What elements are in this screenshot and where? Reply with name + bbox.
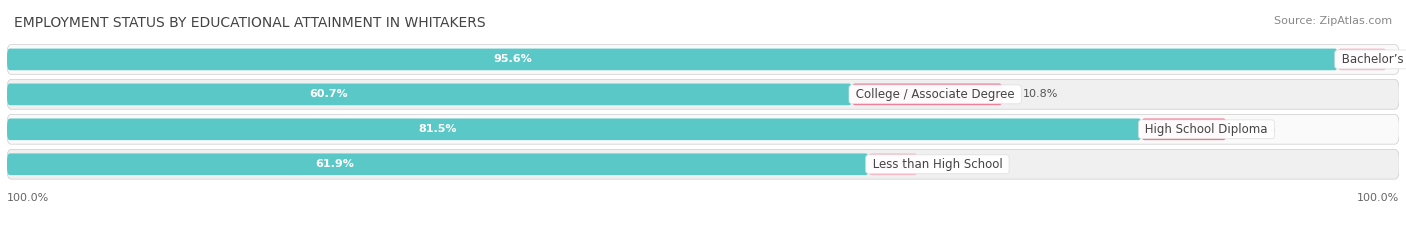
Text: 10.8%: 10.8%	[1024, 89, 1059, 99]
Text: 6.1%: 6.1%	[1247, 124, 1275, 134]
FancyBboxPatch shape	[7, 114, 1399, 144]
FancyBboxPatch shape	[852, 84, 1002, 105]
Text: EMPLOYMENT STATUS BY EDUCATIONAL ATTAINMENT IN WHITAKERS: EMPLOYMENT STATUS BY EDUCATIONAL ATTAINM…	[14, 16, 485, 30]
Text: 100.0%: 100.0%	[1357, 193, 1399, 203]
Legend: In Labor Force, Unemployed: In Labor Force, Unemployed	[599, 230, 807, 233]
FancyBboxPatch shape	[7, 149, 1399, 179]
Text: 95.6%: 95.6%	[494, 55, 531, 64]
FancyBboxPatch shape	[7, 118, 1142, 140]
Text: 100.0%: 100.0%	[7, 193, 49, 203]
Text: College / Associate Degree: College / Associate Degree	[852, 88, 1018, 101]
Text: 60.7%: 60.7%	[309, 89, 347, 99]
Text: Bachelor’s Degree or higher: Bachelor’s Degree or higher	[1337, 53, 1406, 66]
FancyBboxPatch shape	[7, 84, 852, 105]
Text: Less than High School: Less than High School	[869, 158, 1007, 171]
Text: 81.5%: 81.5%	[419, 124, 457, 134]
Text: High School Diploma: High School Diploma	[1142, 123, 1271, 136]
FancyBboxPatch shape	[1337, 49, 1386, 70]
FancyBboxPatch shape	[7, 45, 1399, 74]
FancyBboxPatch shape	[1142, 118, 1226, 140]
FancyBboxPatch shape	[7, 49, 1337, 70]
FancyBboxPatch shape	[7, 79, 1399, 109]
Text: 61.9%: 61.9%	[315, 159, 354, 169]
Text: 0.0%: 0.0%	[938, 159, 966, 169]
Text: Source: ZipAtlas.com: Source: ZipAtlas.com	[1274, 16, 1392, 26]
FancyBboxPatch shape	[7, 154, 869, 175]
FancyBboxPatch shape	[869, 154, 917, 175]
